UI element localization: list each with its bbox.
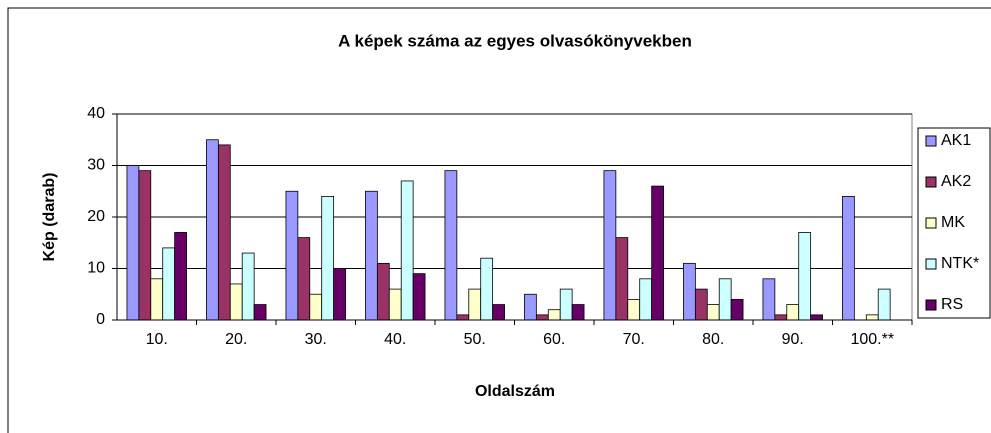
bar	[877, 288, 891, 321]
bar	[444, 170, 458, 321]
bar	[706, 304, 720, 321]
x-tick-label: 40.	[384, 331, 406, 348]
bar	[627, 298, 641, 321]
bar	[547, 309, 561, 321]
bar	[321, 195, 335, 321]
bar	[388, 288, 402, 321]
bar	[694, 288, 708, 321]
bar	[162, 247, 176, 321]
bar	[365, 190, 378, 321]
bar	[297, 237, 311, 321]
bar	[253, 304, 267, 321]
bar	[774, 314, 788, 321]
x-tick-label: 10.	[146, 331, 168, 348]
y-tick-label: 20	[87, 208, 105, 225]
bar	[333, 268, 346, 321]
legend-swatch	[925, 217, 937, 229]
legend-label: MK	[941, 214, 965, 231]
x-tick-label: 20.	[225, 331, 247, 348]
bar	[468, 288, 482, 321]
bar	[376, 262, 390, 321]
bar	[718, 278, 732, 321]
x-tick-label: 30.	[305, 331, 327, 348]
x-tick-label: 70.	[623, 331, 645, 348]
bar	[174, 232, 187, 321]
y-axis-label: Kép (darab)	[41, 173, 58, 262]
bar	[285, 190, 299, 321]
legend-swatch	[925, 135, 937, 147]
bar	[492, 304, 505, 321]
bar	[639, 278, 653, 321]
bar	[865, 314, 879, 321]
y-tick-label: 40	[87, 105, 105, 122]
bar	[571, 304, 585, 321]
x-tick-label: 100.**	[850, 331, 894, 348]
bar	[412, 273, 426, 321]
bar	[730, 298, 744, 321]
bar	[559, 288, 573, 321]
bar	[138, 170, 152, 321]
x-tick-label: 90.	[782, 331, 804, 348]
x-axis-label: Oldalszám	[475, 383, 555, 400]
bar	[615, 237, 629, 321]
legend-label: NTK*	[941, 255, 979, 272]
legend-swatch	[925, 299, 937, 311]
legend-label: RS	[941, 296, 963, 313]
bar	[524, 293, 537, 321]
y-tick-label: 30	[87, 157, 105, 174]
bar	[651, 185, 664, 321]
x-tick-label: 80.	[702, 331, 724, 348]
bar	[206, 139, 219, 321]
bar	[217, 144, 231, 321]
bar	[241, 252, 255, 321]
bar	[126, 165, 140, 321]
x-tick-label: 60.	[543, 331, 565, 348]
x-tick-label: 50.	[464, 331, 486, 348]
chart-title: A képek száma az egyes olvasókönyvekben	[338, 31, 692, 50]
y-tick-label: 0	[96, 311, 105, 328]
bar	[150, 278, 164, 321]
bar	[762, 278, 776, 321]
bar	[535, 314, 549, 321]
legend-swatch	[925, 176, 937, 188]
bar	[480, 257, 494, 321]
bar	[603, 170, 617, 321]
bar	[798, 232, 812, 321]
legend-label: AK2	[941, 173, 971, 190]
bar	[229, 283, 243, 321]
legend-swatch	[925, 258, 937, 270]
bar	[309, 293, 323, 321]
bar	[683, 262, 696, 321]
y-tick-label: 10	[87, 260, 105, 277]
bar	[456, 314, 470, 321]
bar	[810, 314, 823, 321]
bar	[786, 304, 800, 321]
bar	[842, 195, 855, 321]
legend-label: AK1	[941, 132, 971, 149]
bar	[400, 180, 414, 321]
